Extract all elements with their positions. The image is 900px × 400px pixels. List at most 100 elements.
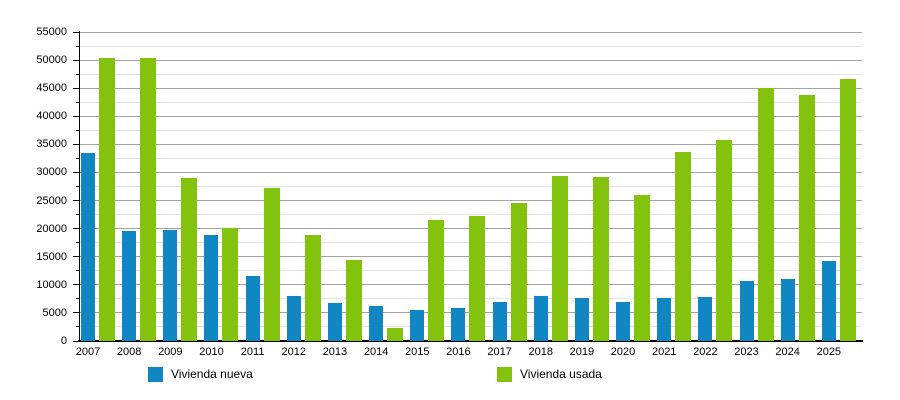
bar-vivienda-usada-2007 [99,58,115,341]
gridline-30000 [80,171,862,173]
y-tick-55000 [73,31,80,33]
gridline-minor-37500 [80,129,862,131]
gridline-minor-42500 [80,101,862,103]
x-axis-label-2009: 2009 [158,346,183,358]
legend-label-vivienda-usada: Vivienda usada [520,367,602,381]
bar-vivienda-nueva-2024 [780,279,795,341]
x-axis-label-2021: 2021 [651,346,677,358]
gridline-50000 [80,59,862,61]
x-axis-label-2012: 2012 [281,346,307,358]
bar-vivienda-usada-2010 [222,227,239,341]
y-axis-label-55000: 55000 [36,26,67,38]
x-axis-label-2008: 2008 [116,346,142,358]
x-axis-label-2025: 2025 [816,346,842,358]
bar-vivienda-usada-2014 [387,327,404,341]
bar-vivienda-usada-2020 [634,194,651,341]
gridline-minor-47500 [80,73,862,75]
x-axis-label-2018: 2018 [528,346,553,358]
y-tick-15000 [73,256,80,258]
bar-vivienda-nueva-2015 [410,310,425,341]
y-tick-7500 [76,298,80,300]
bar-vivienda-nueva-2008 [122,230,137,341]
bar-vivienda-nueva-2022 [698,297,713,341]
y-tick-42500 [76,101,80,103]
bar-vivienda-nueva-2016 [451,307,466,341]
y-tick-5000 [73,312,80,314]
y-tick-10000 [73,284,80,286]
bar-vivienda-usada-2023 [757,88,774,341]
bar-vivienda-nueva-2019 [574,298,589,341]
y-tick-20000 [73,228,80,230]
y-axis-label-50000: 50000 [36,54,67,67]
gridline-40000 [80,115,862,117]
bar-vivienda-usada-2016 [469,215,486,341]
y-axis-label-0: 0 [60,335,67,347]
gridline-25000 [80,200,862,202]
x-axis-label-2007: 2007 [75,346,101,358]
x-axis-label-2011: 2011 [240,346,265,358]
y-tick-50000 [73,59,80,61]
bar-vivienda-nueva-2010 [204,235,219,341]
y-tick-0 [73,340,80,342]
x-axis-label-2013: 2013 [322,346,348,358]
bar-vivienda-nueva-2021 [657,298,672,341]
gridline-35000 [80,143,862,145]
bar-vivienda-usada-2022 [716,139,733,341]
y-tick-35000 [73,143,80,145]
x-axis-label-2023: 2023 [734,346,759,358]
x-axis-label-2015: 2015 [405,346,430,358]
y-tick-45000 [73,87,80,89]
y-axis-label-20000: 20000 [36,222,67,235]
bar-vivienda-usada-2017 [510,203,527,341]
y-tick-40000 [73,115,80,117]
y-tick-25000 [73,200,80,202]
bar-vivienda-usada-2015 [428,219,445,341]
gridline-55000 [80,31,862,33]
y-tick-27500 [76,186,80,187]
legend-item-vivienda-nueva: Vivienda nueva [148,366,253,382]
y-tick-37500 [76,129,80,131]
bar-vivienda-nueva-2018 [533,296,548,341]
y-axis-label-40000: 40000 [36,110,67,123]
y-axis-label-10000: 10000 [36,278,67,291]
x-axis-label-2020: 2020 [610,346,636,358]
bar-vivienda-nueva-2017 [492,301,507,341]
bar-vivienda-usada-2013 [345,259,362,341]
bar-vivienda-nueva-2012 [286,296,301,341]
bar-vivienda-nueva-2007 [81,152,95,341]
bar-vivienda-usada-2025 [839,79,856,341]
bar-vivienda-nueva-2023 [739,281,754,341]
bar-vivienda-usada-2021 [675,152,692,341]
x-axis-label-2010: 2010 [199,346,224,358]
legend-swatch-vivienda-nueva [148,366,163,382]
y-axis-label-15000: 15000 [36,250,67,263]
y-tick-22500 [76,214,80,216]
bar-vivienda-usada-2008 [140,57,157,341]
y-tick-47500 [76,73,80,75]
x-axis-label-2019: 2019 [569,346,595,358]
gridline-minor-27500 [80,186,862,187]
bar-vivienda-nueva-2020 [616,302,631,341]
bar-vivienda-usada-2009 [181,178,198,341]
bar-vivienda-usada-2012 [304,235,321,341]
y-tick-52500 [76,45,80,47]
gridline-45000 [80,87,862,89]
x-axis-label-2014: 2014 [363,346,389,358]
y-tick-17500 [76,242,80,244]
bar-vivienda-usada-2024 [798,94,815,341]
y-tick-30000 [73,171,80,173]
bar-vivienda-nueva-2011 [245,276,260,341]
y-axis-label-35000: 35000 [36,138,67,151]
y-axis-label-30000: 30000 [36,166,67,179]
x-axis-label-2022: 2022 [693,346,718,358]
x-axis-label-2024: 2024 [775,346,800,358]
bar-vivienda-usada-2011 [263,188,280,341]
bar-vivienda-nueva-2025 [821,261,836,341]
gridline-minor-52500 [80,45,862,47]
legend-item-vivienda-usada: Vivienda usada [497,366,602,382]
x-axis-label-2017: 2017 [487,346,512,358]
y-axis-label-45000: 45000 [36,82,67,95]
bar-vivienda-usada-2019 [592,176,609,341]
